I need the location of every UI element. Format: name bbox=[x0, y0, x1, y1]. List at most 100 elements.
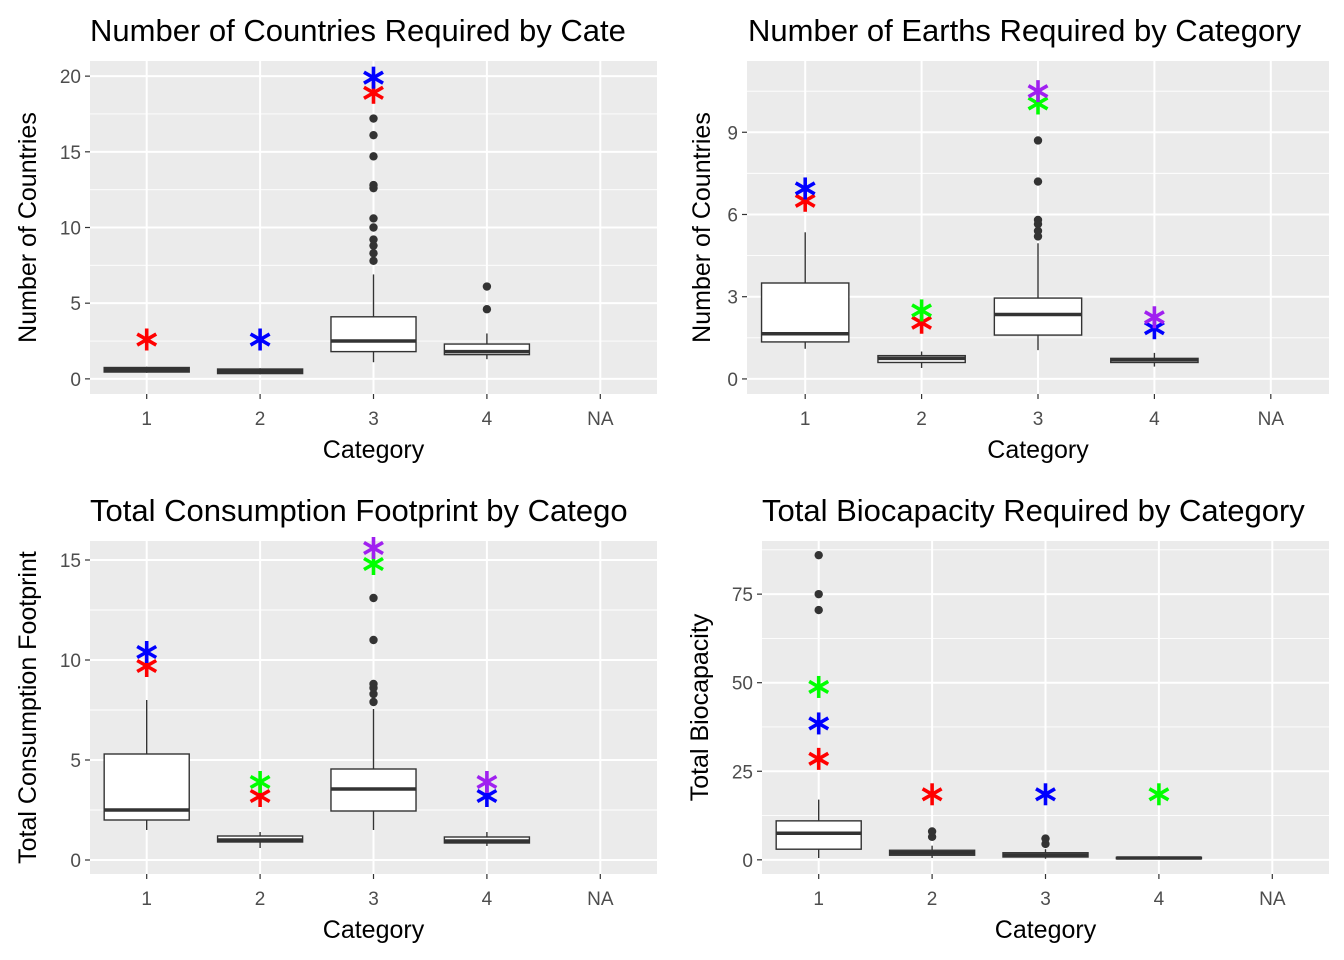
outlier-point bbox=[369, 180, 378, 190]
boxplot-2 bbox=[877, 351, 966, 368]
outlier-point bbox=[369, 697, 378, 707]
star-marker bbox=[911, 299, 933, 322]
y-tick-label: 0 bbox=[70, 851, 81, 872]
outlier-point bbox=[369, 256, 378, 265]
star-marker bbox=[136, 328, 158, 351]
x-tick-label: 2 bbox=[255, 889, 266, 910]
x-tick-label: 1 bbox=[800, 409, 811, 430]
star-marker bbox=[363, 537, 384, 559]
x-axis-title: Category bbox=[995, 916, 1097, 944]
x-tick-label: NA bbox=[587, 409, 614, 430]
star-marker bbox=[249, 771, 271, 793]
outlier-point bbox=[1033, 215, 1043, 225]
boxplot-4 bbox=[443, 282, 531, 360]
star-marker bbox=[136, 641, 158, 663]
outlier-point bbox=[1041, 834, 1050, 843]
x-axis-title: Category bbox=[323, 436, 425, 464]
outlier-point bbox=[814, 605, 823, 615]
boxplot-1 bbox=[103, 366, 190, 373]
outlier-point bbox=[369, 152, 378, 161]
outlier-point bbox=[369, 114, 378, 123]
outlier-point bbox=[482, 305, 492, 314]
boxplot-4 bbox=[1115, 856, 1203, 860]
boxplot-2 bbox=[888, 827, 976, 859]
y-tick-label: 15 bbox=[60, 143, 81, 164]
x-tick-label: 1 bbox=[141, 889, 152, 910]
y-tick-label: 25 bbox=[732, 762, 753, 783]
boxplot-3 bbox=[1002, 834, 1089, 859]
y-axis-title: Number of Countries bbox=[14, 112, 42, 343]
outlier-point bbox=[814, 550, 823, 560]
y-tick-label: 15 bbox=[60, 551, 81, 572]
outlier-point bbox=[1033, 136, 1043, 145]
x-tick-label: 2 bbox=[916, 409, 927, 430]
y-tick-label: 20 bbox=[60, 67, 81, 88]
x-axis-title: Category bbox=[987, 436, 1089, 464]
outlier-point bbox=[369, 679, 378, 689]
star-marker bbox=[363, 66, 384, 89]
star-marker bbox=[1027, 80, 1049, 103]
x-tick-label: 3 bbox=[1040, 889, 1051, 910]
outlier-point bbox=[369, 241, 378, 250]
outlier-point bbox=[369, 635, 378, 645]
y-tick-label: 9 bbox=[727, 123, 738, 144]
chart-panel-consumption: 0 5 10 15 1 2 3 4 NA Category Total Consumption Fo… bbox=[0, 480, 672, 960]
boxplot-2 bbox=[216, 368, 304, 375]
boxplot-3 bbox=[993, 136, 1083, 351]
outlier-point bbox=[369, 689, 378, 699]
y-tick-label: 10 bbox=[60, 651, 81, 672]
y-tick-label: 0 bbox=[70, 370, 81, 391]
x-axis-title: Category bbox=[323, 916, 425, 944]
chart-title: Total Consumption Footprint by Catego bbox=[90, 493, 628, 528]
box-body bbox=[775, 820, 862, 850]
x-tick-label: NA bbox=[1259, 889, 1286, 910]
x-tick-label: 4 bbox=[482, 409, 493, 430]
chart-svg-consumption: 0 5 10 15 1 2 3 4 NA Category Total Consumption Fo… bbox=[14, 493, 657, 944]
boxplot-3 bbox=[330, 114, 417, 363]
box-body bbox=[330, 316, 417, 353]
outlier-point bbox=[369, 130, 378, 140]
y-tick-label: 5 bbox=[70, 751, 81, 772]
box-body bbox=[443, 343, 531, 356]
chart-panel-earths: 0 3 6 9 1 2 3 4 NA Category Number of Countries Num… bbox=[672, 0, 1344, 480]
x-tick-label: 4 bbox=[1149, 409, 1160, 430]
boxplot-1 bbox=[775, 550, 862, 859]
x-tick-label: 1 bbox=[141, 409, 152, 430]
y-tick-label: 3 bbox=[727, 288, 738, 309]
chart-svg-countries: 0 5 10 15 20 1 2 3 4 NA Category Number of Countrie… bbox=[14, 13, 657, 464]
outlier-point bbox=[369, 593, 378, 603]
outlier-point bbox=[814, 589, 823, 599]
chart-svg-biocapacity: 0 25 50 75 1 2 3 4 NA Category Total Biocapacity To… bbox=[686, 493, 1329, 944]
star-marker bbox=[476, 771, 498, 793]
star-marker bbox=[808, 712, 830, 735]
outlier-point bbox=[1033, 177, 1043, 186]
boxplot-4 bbox=[1110, 352, 1199, 367]
x-tick-label: 2 bbox=[927, 889, 938, 910]
x-tick-label: NA bbox=[587, 889, 614, 910]
chart-title: Total Biocapacity Required by Category bbox=[762, 493, 1305, 528]
outlier-point bbox=[369, 223, 378, 232]
chart-panel-biocapacity: 0 25 50 75 1 2 3 4 NA Category Total Biocapacity To… bbox=[672, 480, 1344, 960]
boxplot-3 bbox=[330, 593, 417, 830]
x-tick-label: 1 bbox=[813, 889, 824, 910]
x-tick-label: 2 bbox=[255, 409, 266, 430]
outlier-point bbox=[1033, 226, 1043, 236]
chart-title: Number of Earths Required by Category bbox=[748, 13, 1302, 48]
star-marker bbox=[249, 328, 271, 351]
boxplot-1 bbox=[760, 232, 850, 349]
y-tick-label: 50 bbox=[732, 674, 753, 695]
outlier-point bbox=[369, 235, 378, 244]
boxplot-4 bbox=[443, 832, 531, 846]
y-tick-label: 10 bbox=[60, 219, 81, 240]
star-marker bbox=[1148, 783, 1170, 806]
x-tick-label: NA bbox=[1258, 409, 1285, 430]
y-axis-title: Number of Countries bbox=[688, 112, 716, 343]
x-tick-label: 3 bbox=[368, 409, 379, 430]
outlier-point bbox=[482, 282, 492, 291]
star-marker bbox=[808, 747, 830, 770]
chart-panel-countries: 0 5 10 15 20 1 2 3 4 NA Category Number of Countrie… bbox=[0, 0, 672, 480]
outlier-point bbox=[369, 249, 378, 258]
y-axis-title: Total Consumption Footprint bbox=[14, 551, 42, 864]
outlier-point bbox=[369, 214, 378, 223]
